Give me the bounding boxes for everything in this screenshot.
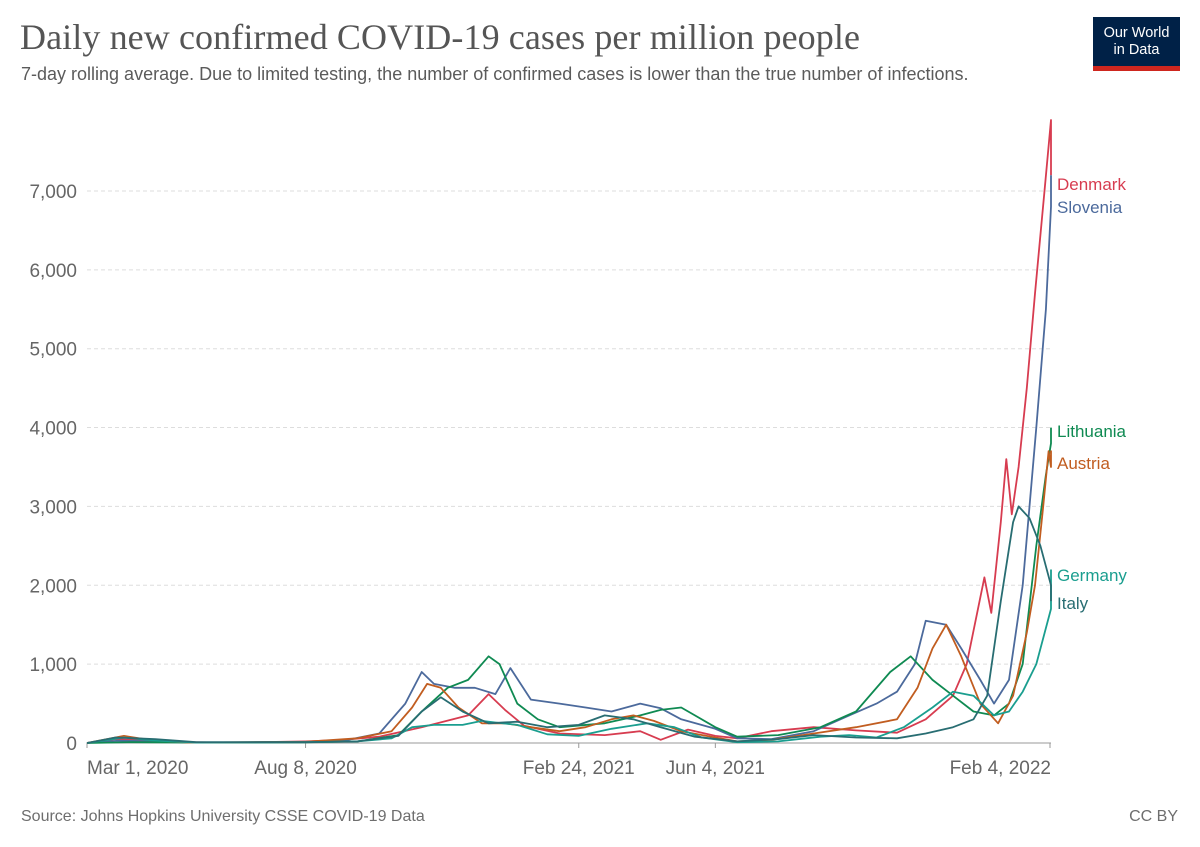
logo-line-1: Our World <box>1103 25 1170 41</box>
owid-logo[interactable]: Our World in Data <box>1093 17 1180 71</box>
logo-line-2: in Data <box>1113 42 1160 58</box>
license-link[interactable]: CC BY <box>1129 808 1178 825</box>
series-line-germany[interactable] <box>86 569 1052 744</box>
y-tick-label: 4,000 <box>29 419 77 440</box>
series-end-label[interactable]: Austria <box>1057 454 1110 473</box>
series-end-label[interactable]: Lithuania <box>1057 422 1127 441</box>
series-layer <box>86 119 1052 744</box>
series-end-label[interactable]: Slovenia <box>1057 198 1123 217</box>
x-tick-label: Aug 8, 2020 <box>254 758 356 779</box>
x-tick-label: Feb 24, 2021 <box>523 758 635 779</box>
series-line-slovenia[interactable] <box>86 175 1052 744</box>
series-line-denmark[interactable] <box>86 119 1052 744</box>
y-tick-label: 2,000 <box>29 576 77 597</box>
series-end-label[interactable]: Denmark <box>1057 175 1126 194</box>
source-note: Source: Johns Hopkins University CSSE CO… <box>21 808 425 825</box>
x-tick-label: Jun 4, 2021 <box>666 758 765 779</box>
y-tick-label: 7,000 <box>29 182 77 203</box>
x-tick-label: Feb 4, 2022 <box>950 758 1051 779</box>
y-tick-label: 6,000 <box>29 261 77 282</box>
chart-title: Daily new confirmed COVID-19 cases per m… <box>20 17 861 57</box>
grid-layer <box>87 190 1051 665</box>
series-end-label[interactable]: Germany <box>1057 566 1127 585</box>
series-end-label[interactable]: Italy <box>1057 594 1089 613</box>
axis-layer: 0 1,000 2,000 3,000 4,000 5,000 6,000 7,000 Mar … <box>29 182 1051 779</box>
y-tick-label: 3,000 <box>29 497 77 518</box>
series-line-austria[interactable] <box>86 450 1052 744</box>
series-line-italy[interactable] <box>86 505 1052 744</box>
y-tick-label: 0 <box>66 734 77 755</box>
chart-subtitle: 7-day rolling average. Due to limited te… <box>21 64 969 84</box>
x-tick-label: Mar 1, 2020 <box>87 758 188 779</box>
y-tick-label: 1,000 <box>29 655 77 676</box>
line-chart[interactable]: 0 1,000 2,000 3,000 4,000 5,000 6,000 7,000 Mar … <box>0 0 1200 800</box>
label-layer: Denmark Slovenia Lithuania Austria Germany It… <box>1057 175 1127 613</box>
y-tick-label: 5,000 <box>29 340 77 361</box>
